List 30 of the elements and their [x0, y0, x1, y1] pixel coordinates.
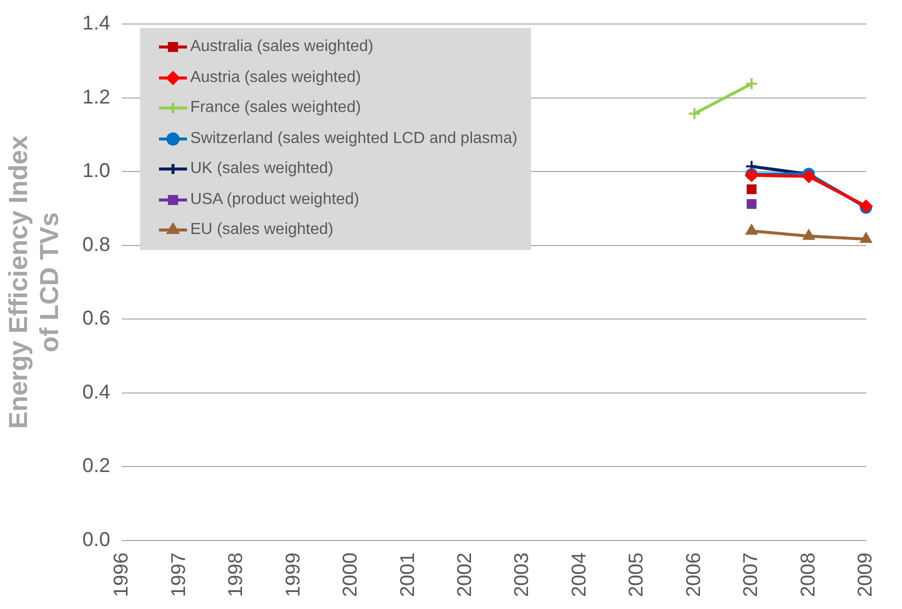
- x-tick-label: 2001: [396, 552, 419, 598]
- x-tick-label: 2005: [626, 552, 648, 598]
- y-tick-label: 0.4: [82, 381, 110, 404]
- legend-label: Austria (sales weighted): [190, 68, 361, 87]
- x-tick-label: 2007: [740, 552, 762, 598]
- x-tick-label: 2002: [454, 552, 476, 598]
- y-tick-label: 0.8: [82, 234, 110, 256]
- y-tick-label: 1.0: [82, 160, 110, 182]
- x-tick-label: 2004: [568, 552, 590, 598]
- y-tick-label: 1.2: [82, 86, 110, 108]
- legend-label: France (sales weighted): [190, 99, 361, 118]
- legend-label: EU (sales weighted): [190, 221, 334, 240]
- x-tick-label: 1998: [225, 552, 248, 598]
- legend-label: Australia (sales weighted): [190, 38, 374, 56]
- y-axis-title: Energy Efficiency Index of LCD TVs: [2, 135, 64, 429]
- x-tick-label: 2003: [511, 552, 534, 598]
- y-tick-label: 0.2: [82, 455, 110, 478]
- y-tick-label: 0.0: [82, 529, 110, 552]
- x-tick-label: 2009: [854, 552, 877, 598]
- x-tick-label: 2006: [682, 552, 705, 598]
- legend-label: UK (sales weighted): [190, 160, 334, 178]
- x-tick-label: 2008: [797, 552, 820, 598]
- x-tick-label: 1999: [282, 552, 304, 598]
- y-tick-label: 0.6: [82, 308, 110, 330]
- x-tick-label: 2000: [340, 552, 362, 598]
- x-tick-label: 1996: [110, 552, 133, 598]
- legend-label: Switzerland (sales weighted LCD and plasma): [190, 130, 518, 148]
- x-tick-label: 1997: [168, 552, 190, 598]
- y-tick-label: 1.4: [82, 12, 110, 35]
- legend-label: USA (product weighted): [190, 190, 360, 209]
